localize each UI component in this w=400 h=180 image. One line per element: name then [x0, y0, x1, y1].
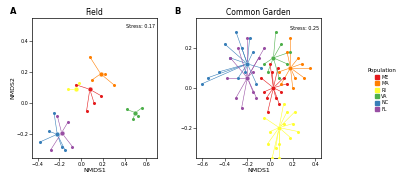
Text: Stress: 0.17: Stress: 0.17 — [126, 24, 155, 29]
Text: B: B — [174, 7, 180, 16]
X-axis label: NMDS1: NMDS1 — [247, 168, 270, 173]
Text: A: A — [10, 7, 16, 16]
Legend: ME, MA, RI, VA, NC, FL: ME, MA, RI, VA, NC, FL — [367, 67, 398, 113]
Title: Field: Field — [86, 8, 104, 17]
Text: Stress: 0.25: Stress: 0.25 — [290, 26, 319, 31]
Y-axis label: NMDS2: NMDS2 — [10, 76, 15, 99]
Title: Common Garden: Common Garden — [226, 8, 291, 17]
X-axis label: NMDS1: NMDS1 — [83, 168, 106, 173]
